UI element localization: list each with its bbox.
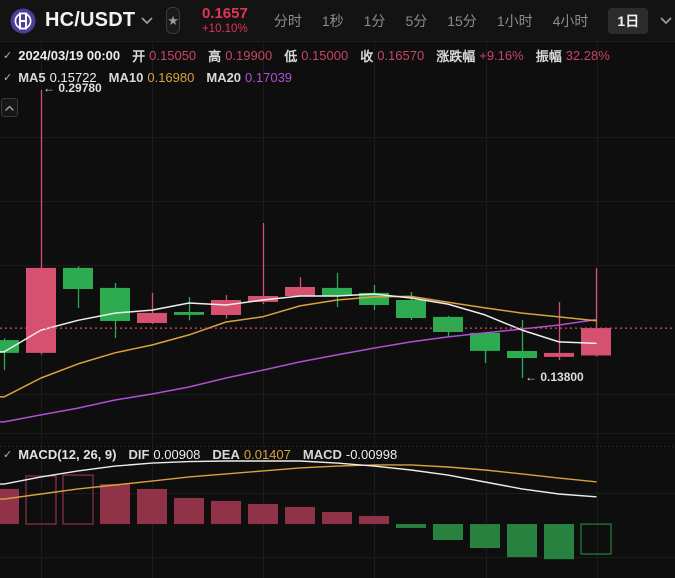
last-price: 0.1657 [201,4,248,22]
dea-value: 0.01407 [243,447,291,462]
tab-interval-4[interactable]: 15分 [447,12,477,29]
ohlc-row: ✓ 2024/03/19 00:00 开 0.15050 高 0.19900 低… [3,46,622,65]
macd-value-label: MACD [302,447,342,462]
collapse-panel-button[interactable] [1,98,18,117]
ma10-value: 0.16980 [147,70,195,85]
macd-title: MACD(12, 26, 9) [18,447,117,462]
price-change-percent: +10.10% [201,23,248,36]
candle-date: 2024/03/19 00:00 [18,48,121,63]
tab-interval-6[interactable]: 4小时 [552,12,589,29]
close-label: 收 [360,49,374,64]
checkmark-icon[interactable]: ✓ [3,50,13,62]
tab-interval-2[interactable]: 1分 [363,12,386,29]
ma-indicator-row: ✓ MA5 0.15722 MA10 0.16980 MA20 0.17039 [3,70,304,85]
topbar: HC/USDT ★ 0.1657 +10.10% 分时 1秒 1分 5分 15分… [0,0,675,42]
tab-interval-5[interactable]: 1小时 [496,12,533,29]
amplitude-label: 振幅 [535,49,562,64]
dea-label: DEA [212,447,240,462]
checkmark-icon[interactable]: ✓ [3,449,13,461]
macd-indicator-row: ✓ MACD(12, 26, 9) DIF 0.00908 DEA 0.0140… [3,447,409,462]
open-value: 0.15050 [149,48,197,63]
amplitude-value: 32.28% [565,48,610,63]
close-value: 0.16570 [377,48,425,63]
ma5-value: 0.15722 [49,70,97,85]
change-value: +9.16% [479,48,524,63]
tab-interval-selected[interactable]: 1日 [608,7,649,34]
low-value: 0.15000 [301,48,349,63]
chevron-down-icon [141,17,153,25]
chevron-up-icon [5,104,14,111]
change-label: 涨跌幅 [436,49,476,64]
tab-interval-3[interactable]: 5分 [405,12,428,29]
symbol-selector[interactable]: HC/USDT [45,9,153,32]
tab-interval-0[interactable]: 分时 [273,12,302,29]
high-price-annotation: ← 0.29780 [43,81,102,95]
hc-coin-logo-icon [10,8,36,33]
ma20-label: MA20 [206,70,242,85]
ma10-label: MA10 [108,70,144,85]
low-price-annotation: ← 0.13800 [525,370,584,384]
tab-interval-1[interactable]: 1秒 [321,12,344,29]
interval-tabs: 分时 1秒 1分 5分 15分 1小时 4小时 1日 [273,7,675,34]
price-block: 0.1657 +10.10% [201,4,248,36]
checkmark-icon[interactable]: ✓ [3,72,13,84]
symbol-name: HC/USDT [45,9,136,31]
ma5-label: MA5 [18,70,46,85]
ma20-value: 0.17039 [245,70,293,85]
interval-dropdown-chevron-down-icon[interactable] [660,17,672,25]
high-value: 0.19900 [225,48,273,63]
dif-label: DIF [128,447,150,462]
star-icon: ★ [167,12,179,28]
low-label: 低 [284,49,298,64]
high-label: 高 [208,49,222,64]
dif-value: 0.00908 [153,447,201,462]
macd-value: -0.00998 [345,447,398,462]
open-label: 开 [132,49,146,64]
favorite-button[interactable]: ★ [166,7,180,34]
